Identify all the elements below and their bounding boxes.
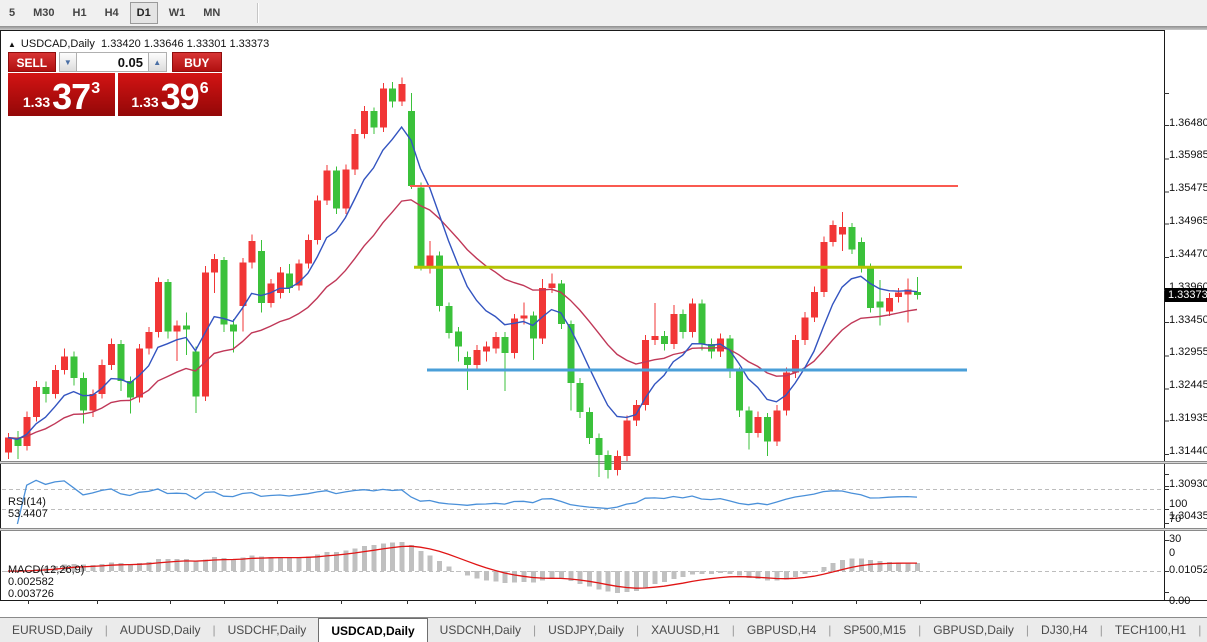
chart-tab-gbpusd-daily[interactable]: GBPUSD,Daily (933, 623, 1014, 637)
chart-tab-usdjpy-daily[interactable]: USDJPY,Daily (548, 623, 624, 637)
chart-symbol: USDCAD,Daily (20, 38, 95, 50)
toolbar-separator (257, 3, 260, 23)
sell-price-digits: 37 (52, 76, 91, 117)
timeframe-button-5[interactable]: 5 (9, 7, 16, 19)
sell-price-pip: 3 (91, 80, 101, 97)
ohlc-close: 1.33373 (229, 38, 270, 50)
ohlc-low: 1.33301 (186, 38, 227, 50)
tab-separator: | (1025, 623, 1030, 637)
timeframe-toolbar: 5 M30 H1 H4 D1 W1 MN (0, 0, 1207, 26)
tab-separator: | (533, 623, 537, 637)
volume-increase-button[interactable]: ▲ (148, 52, 167, 72)
price-axis-label: 1.31935 (1169, 412, 1207, 425)
current-price-badge: 1.33373 (1165, 288, 1207, 302)
price-axis-label: 1.34470 (1169, 247, 1207, 260)
chart-tab-ui[interactable]: UI (1201, 618, 1207, 642)
toolbar-divider (0, 26, 1207, 30)
tab-separator: | (1099, 623, 1103, 637)
buy-price-prefix: 1.33 (131, 94, 159, 110)
tab-separator: | (828, 623, 832, 637)
chart-tab-dj30-h4[interactable]: DJ30,H4 (1041, 623, 1088, 637)
tab-separator: | (635, 623, 640, 637)
price-axis-label: 1.34965 (1169, 215, 1207, 228)
rsi-label: RSI(14) 53.4407 (8, 496, 48, 520)
price-axis-label: 1.33450 (1169, 313, 1207, 326)
buy-price-pip: 6 (199, 80, 209, 97)
volume-input[interactable]: 0.05 (77, 52, 149, 72)
chart-title: ▲ USDCAD,Daily 1.33420 1.33646 1.33301 1.… (8, 38, 269, 50)
volume-decrease-button[interactable]: ▼ (58, 52, 78, 72)
price-axis-label: 1.35985 (1169, 149, 1207, 162)
sell-button[interactable]: SELL (8, 52, 56, 72)
price-axis-label: 1.30930 (1169, 477, 1207, 490)
macd-axis-label: 0.00 (1169, 595, 1191, 607)
price-axis-label: 1.31440 (1169, 444, 1207, 457)
macd-axis-label: 0.010525 (1169, 564, 1207, 576)
buy-button[interactable]: BUY (171, 52, 222, 72)
tab-separator: | (212, 623, 216, 637)
timeframe-button-h1[interactable]: H1 (72, 7, 87, 19)
chart-tab-eurusd-daily[interactable]: EURUSD,Daily (12, 623, 93, 637)
tab-separator: | (918, 623, 922, 637)
timeframe-button-mn[interactable]: MN (203, 7, 221, 19)
timeframe-button-d1[interactable]: D1 (129, 2, 158, 24)
rsi-axis-label: 70 (1169, 513, 1182, 525)
macd-label: MACD(12,26,9) 0.002582 0.003726 (8, 564, 85, 600)
chart-tab-gbpusd-h4[interactable]: GBPUSD,H4 (746, 623, 817, 637)
collapse-triangle-icon[interactable]: ▲ (8, 40, 16, 49)
timeframe-button-h4[interactable]: H4 (104, 7, 119, 19)
tab-separator: | (731, 623, 735, 637)
rsi-axis-label: 30 (1169, 533, 1182, 545)
chart-tab-usdcnh-daily[interactable]: USDCNH,Daily (439, 623, 522, 637)
chart-window[interactable]: ▲ USDCAD,Daily 1.33420 1.33646 1.33301 1.… (0, 30, 1207, 642)
chart-tab-xauusd-h1[interactable]: XAUUSD,H1 (651, 623, 720, 637)
ohlc-high: 1.33646 (143, 38, 184, 50)
sell-price-prefix: 1.33 (22, 94, 51, 110)
price-axis-label: 1.36480 (1169, 117, 1207, 129)
sell-price-button[interactable]: 1.33 37 3 (8, 73, 115, 116)
price-axis-label: 1.32955 (1169, 346, 1207, 359)
chart-tab-usdchf-daily[interactable]: USDCHF,Daily (227, 623, 307, 637)
timeframe-button-w1[interactable]: W1 (168, 7, 186, 19)
price-axis-label: 1.30435 (1169, 510, 1207, 522)
chart-tab-sp500-m15[interactable]: SP500,M15 (843, 623, 907, 637)
tab-separator: | (1198, 623, 1202, 637)
buy-price-button[interactable]: 1.33 39 6 (118, 73, 222, 116)
ohlc-open: 1.33420 (101, 38, 141, 50)
one-click-trading-panel: SELL ▼ 0.05 ▲ BUY 1.33 37 3 1.33 39 6 (8, 52, 222, 116)
price-axis-label: 1.35475 (1169, 182, 1207, 195)
chart-tabbar: EURUSD,Daily | AUDUSD,Daily | USDCHF,Daily US… (0, 617, 1207, 642)
price-chart-canvas[interactable] (0, 30, 1207, 642)
price-axis-label: 1.32445 (1169, 379, 1207, 392)
rsi-axis-label: 0 (1169, 547, 1176, 559)
buy-price-digits: 39 (160, 76, 200, 117)
rsi-axis-label: 100 (1169, 498, 1188, 510)
tab-separator: | (104, 623, 108, 637)
chart-tab-audusd-daily[interactable]: AUDUSD,Daily (119, 623, 201, 637)
timeframe-button-m30[interactable]: M30 (33, 7, 55, 19)
chart-tab-tech100-h1[interactable]: TECH100,H1 (1114, 623, 1187, 637)
chart-tab-usdcad-daily[interactable]: USDCAD,Daily (318, 618, 428, 642)
